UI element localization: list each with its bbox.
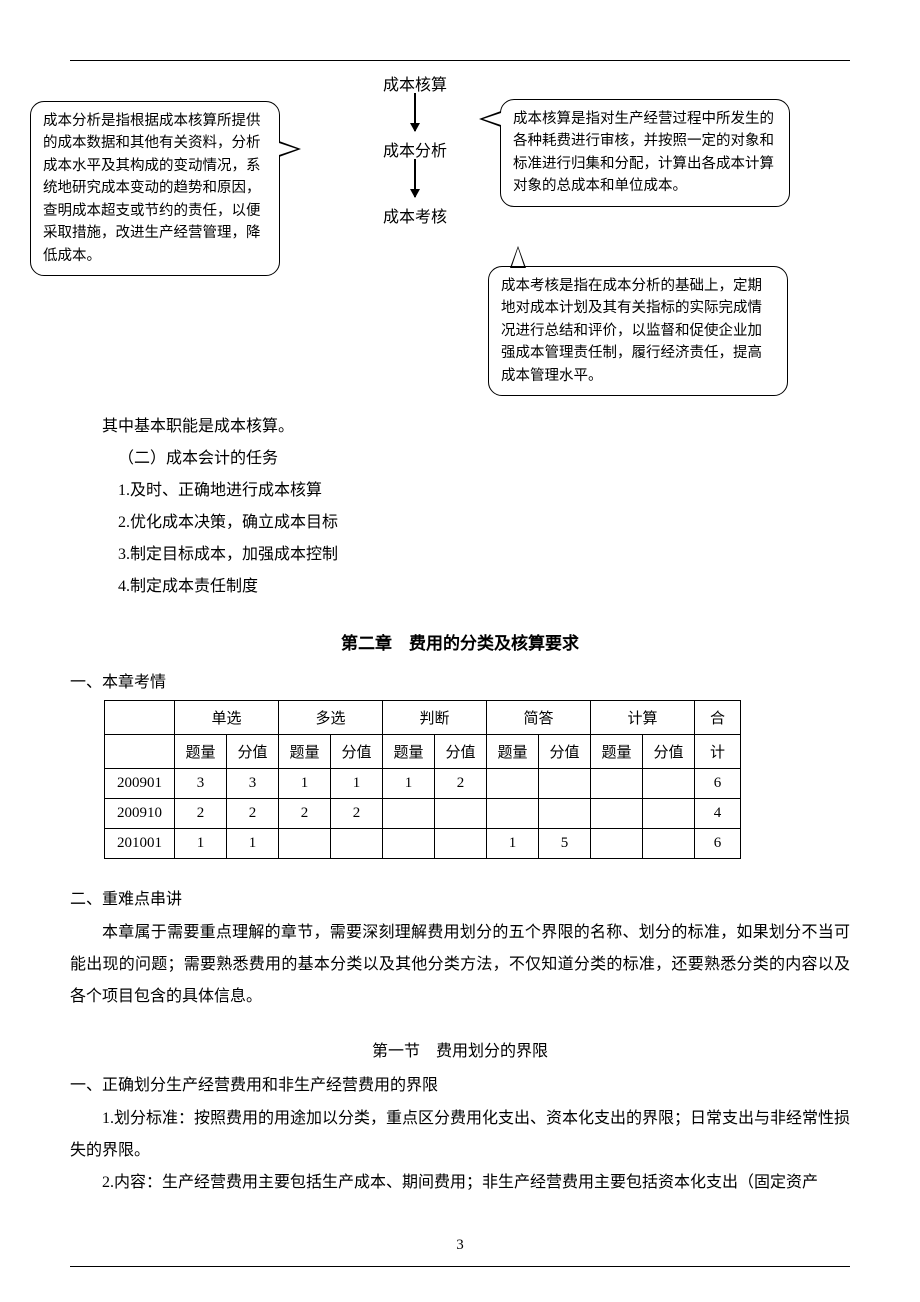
cell: 1 xyxy=(227,829,279,859)
cell xyxy=(643,799,695,829)
section-1-subheading: 一、正确划分生产经营费用和非生产经营费用的界限 xyxy=(70,1071,850,1095)
cell xyxy=(487,799,539,829)
cell-year: 200910 xyxy=(105,799,175,829)
table-header-row-1: 单选 多选 判断 简答 计算 合 xyxy=(105,701,741,735)
table-row: 200901 3 3 1 1 1 2 6 xyxy=(105,769,741,799)
cell: 2 xyxy=(331,799,383,829)
cell: 2 xyxy=(279,799,331,829)
difficulty-heading: 二、重难点串讲 xyxy=(70,885,850,909)
sub-header: 分值 xyxy=(227,735,279,769)
cell-year: 200901 xyxy=(105,769,175,799)
cell xyxy=(591,799,643,829)
cell: 1 xyxy=(279,769,331,799)
group-header: 多选 xyxy=(279,701,383,735)
line-task-4: 4.制定成本责任制度 xyxy=(70,571,850,603)
group-header: 判断 xyxy=(383,701,487,735)
cell: 1 xyxy=(383,769,435,799)
cell: 2 xyxy=(435,769,487,799)
group-header: 计算 xyxy=(591,701,695,735)
line-subtitle-2: （二）成本会计的任务 xyxy=(70,443,850,475)
sub-header: 分值 xyxy=(643,735,695,769)
sub-header: 题量 xyxy=(487,735,539,769)
cell xyxy=(279,829,331,859)
cell: 1 xyxy=(175,829,227,859)
cost-diagram: 成本核算 成本分析 成本考核 成本分析是指根据成本核算所提供的成本数据和其他有关… xyxy=(70,71,850,411)
cell: 2 xyxy=(227,799,279,829)
cell xyxy=(383,799,435,829)
group-header: 单选 xyxy=(175,701,279,735)
cell-sum: 4 xyxy=(695,799,741,829)
difficulty-paragraph: 本章属于需要重点理解的章节，需要深刻理解费用划分的五个界限的名称、划分的标准，如… xyxy=(70,917,850,1013)
section-1-title: 第一节 费用划分的界限 xyxy=(70,1037,850,1061)
callout-assess-tail xyxy=(510,246,526,268)
section-1-p2: 2.内容：生产经营费用主要包括生产成本、期间费用；非生产经营费用主要包括资本化支… xyxy=(70,1167,850,1199)
page-number: 3 xyxy=(0,1237,920,1254)
arrow-2 xyxy=(414,159,416,197)
sum-header-top: 合 xyxy=(695,701,741,735)
cell: 1 xyxy=(331,769,383,799)
cell-year: 201001 xyxy=(105,829,175,859)
cell: 2 xyxy=(175,799,227,829)
line-task-2: 2.优化成本决策，确立成本目标 xyxy=(70,507,850,539)
sub-header: 题量 xyxy=(279,735,331,769)
callout-analysis: 成本分析是指根据成本核算所提供的成本数据和其他有关资料，分析成本水平及其构成的变… xyxy=(30,101,280,276)
sub-header: 分值 xyxy=(539,735,591,769)
sub-header: 题量 xyxy=(591,735,643,769)
node-cost-assess: 成本考核 xyxy=(370,203,460,227)
cell xyxy=(591,769,643,799)
callout-assess-text: 成本考核是指在成本分析的基础上，定期地对成本计划及其有关指标的实际完成情况进行总… xyxy=(501,278,762,384)
cell xyxy=(435,829,487,859)
callout-analysis-text: 成本分析是指根据成本核算所提供的成本数据和其他有关资料，分析成本水平及其构成的变… xyxy=(43,113,261,264)
cell: 1 xyxy=(487,829,539,859)
callout-calc-text: 成本核算是指对生产经营过程中所发生的各种耗费进行审核，并按照一定的对象和标准进行… xyxy=(513,111,774,194)
section-1-p1: 1.划分标准：按照费用的用途加以分类，重点区分费用化支出、资本化支出的界限；日常… xyxy=(70,1103,850,1167)
cell: 3 xyxy=(227,769,279,799)
cell: 5 xyxy=(539,829,591,859)
cell xyxy=(539,769,591,799)
table-header-row-2: 题量 分值 题量 分值 题量 分值 题量 分值 题量 分值 计 xyxy=(105,735,741,769)
callout-assess: 成本考核是指在成本分析的基础上，定期地对成本计划及其有关指标的实际完成情况进行总… xyxy=(488,266,788,396)
function-text-block: 其中基本职能是成本核算。 （二）成本会计的任务 1.及时、正确地进行成本核算 2… xyxy=(70,411,850,603)
node-cost-analysis: 成本分析 xyxy=(370,137,460,161)
callout-calc: 成本核算是指对生产经营过程中所发生的各种耗费进行审核，并按照一定的对象和标准进行… xyxy=(500,99,790,207)
sub-header: 题量 xyxy=(175,735,227,769)
cell xyxy=(539,799,591,829)
cell-sum: 6 xyxy=(695,829,741,859)
line-task-1: 1.及时、正确地进行成本核算 xyxy=(70,475,850,507)
group-header: 简答 xyxy=(487,701,591,735)
cell xyxy=(331,829,383,859)
line-basic-function: 其中基本职能是成本核算。 xyxy=(70,411,850,443)
table-row: 200910 2 2 2 2 4 xyxy=(105,799,741,829)
cell xyxy=(383,829,435,859)
sub-header: 分值 xyxy=(435,735,487,769)
callout-calc-tail xyxy=(479,111,501,127)
cell xyxy=(643,769,695,799)
sub-header: 题量 xyxy=(383,735,435,769)
cell xyxy=(643,829,695,859)
exam-stats-table: 单选 多选 判断 简答 计算 合 题量 分值 题量 分值 题量 分值 题量 分值… xyxy=(104,700,741,859)
chapter-2-title: 第二章 费用的分类及核算要求 xyxy=(70,629,850,654)
exam-stats-heading: 一、本章考情 xyxy=(70,668,850,692)
cell xyxy=(591,829,643,859)
arrow-1 xyxy=(414,93,416,131)
cell-sum: 6 xyxy=(695,769,741,799)
cell: 3 xyxy=(175,769,227,799)
node-cost-calc: 成本核算 xyxy=(370,71,460,95)
callout-analysis-tail xyxy=(279,141,301,157)
table-row: 201001 1 1 1 5 6 xyxy=(105,829,741,859)
line-task-3: 3.制定目标成本，加强成本控制 xyxy=(70,539,850,571)
sub-header: 分值 xyxy=(331,735,383,769)
sum-header-bot: 计 xyxy=(695,735,741,769)
cell xyxy=(435,799,487,829)
cell xyxy=(487,769,539,799)
